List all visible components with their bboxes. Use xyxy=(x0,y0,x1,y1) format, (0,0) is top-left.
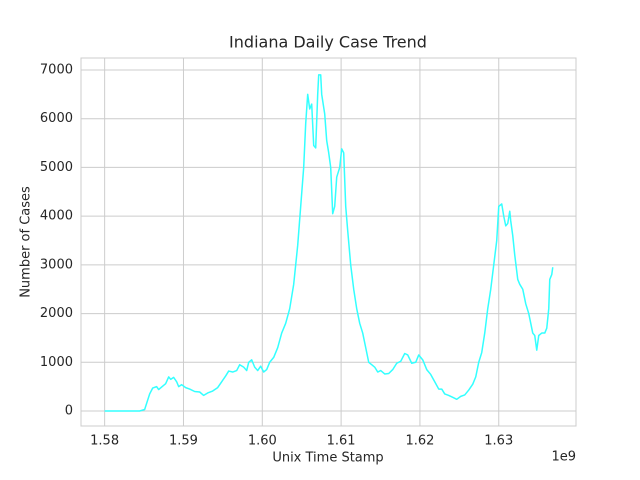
x-tick-label: 1.60 xyxy=(248,434,277,449)
x-tick-label: 1.59 xyxy=(169,434,198,449)
chart-title: Indiana Daily Case Trend xyxy=(229,33,427,52)
data-line xyxy=(104,74,554,412)
x-tick-label: 1.58 xyxy=(90,434,119,449)
y-tick-label: 0 xyxy=(65,403,73,418)
y-tick-label: 7000 xyxy=(40,62,73,77)
y-tick-label: 4000 xyxy=(40,209,73,224)
y-tick-label: 5000 xyxy=(40,160,73,175)
y-tick-label: 1000 xyxy=(40,355,73,370)
x-tick-label: 1.63 xyxy=(484,434,513,449)
y-tick-label: 3000 xyxy=(40,257,73,272)
x-tick-label: 1.62 xyxy=(405,434,434,449)
x-tick-label: 1.61 xyxy=(327,434,356,449)
y-tick-label: 2000 xyxy=(40,306,73,321)
x-axis-label: Unix Time Stamp xyxy=(272,451,383,466)
x-offset-label: 1e9 xyxy=(551,450,576,465)
y-axis-label: Number of Cases xyxy=(19,186,34,298)
y-tick-label: 6000 xyxy=(40,111,73,126)
plot-frame xyxy=(80,57,577,427)
